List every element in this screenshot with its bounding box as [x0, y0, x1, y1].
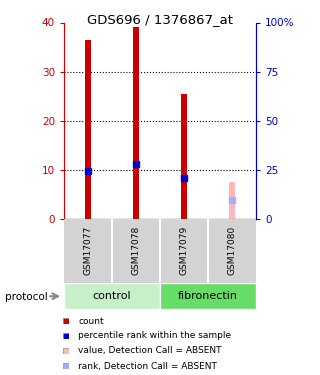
Text: GSM17078: GSM17078	[132, 225, 140, 274]
Text: fibronectin: fibronectin	[178, 291, 238, 301]
Text: protocol: protocol	[5, 292, 48, 302]
Bar	[64, 283, 160, 309]
Text: percentile rank within the sample: percentile rank within the sample	[78, 332, 232, 340]
Text: GSM17079: GSM17079	[180, 225, 188, 274]
Text: control: control	[93, 291, 131, 301]
Text: value, Detection Call = ABSENT: value, Detection Call = ABSENT	[78, 346, 222, 355]
Bar	[181, 94, 187, 219]
Bar	[63, 318, 69, 324]
Text: GSM17080: GSM17080	[228, 225, 236, 274]
Bar	[63, 348, 69, 354]
Text: GDS696 / 1376867_at: GDS696 / 1376867_at	[87, 13, 233, 26]
Text: GSM17077: GSM17077	[84, 225, 92, 274]
Text: rank, Detection Call = ABSENT: rank, Detection Call = ABSENT	[78, 362, 217, 370]
Bar	[160, 283, 256, 309]
Bar	[63, 363, 69, 369]
Bar	[63, 333, 69, 339]
Bar	[229, 183, 235, 219]
Bar	[133, 27, 139, 219]
Text: count: count	[78, 316, 104, 326]
Bar	[85, 40, 91, 219]
